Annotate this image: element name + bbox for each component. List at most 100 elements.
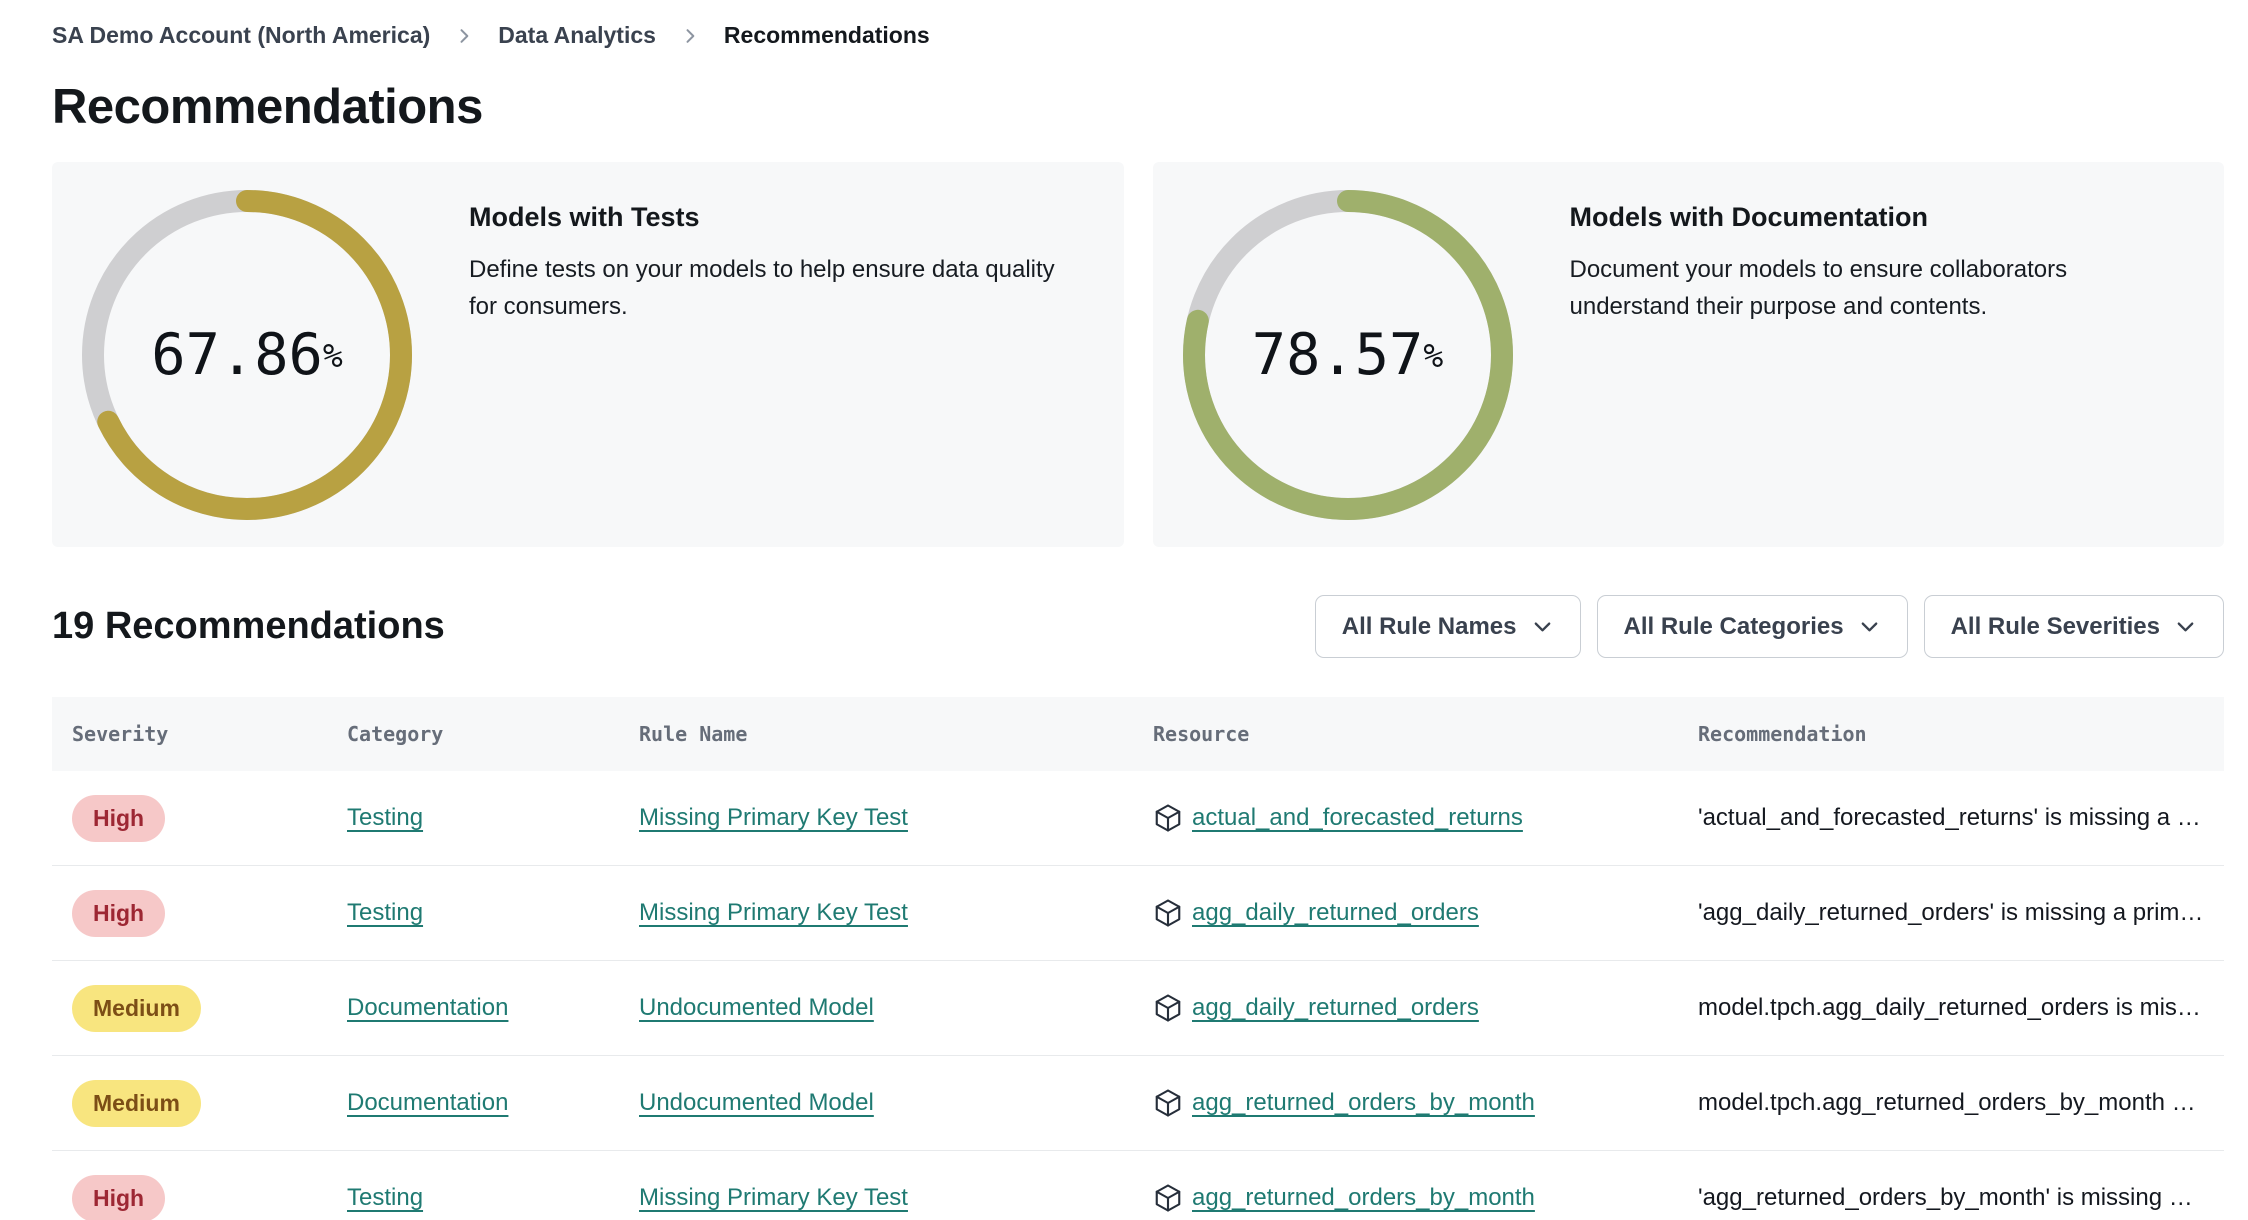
column-header-recommendation: Recommendation xyxy=(1698,722,1867,746)
model-cube-icon xyxy=(1153,898,1183,928)
column-header-resource: Resource xyxy=(1153,722,1250,746)
filter-label: All Rule Names xyxy=(1341,612,1517,640)
chevron-down-icon xyxy=(1858,615,1881,638)
resource-link[interactable]: agg_daily_returned_orders xyxy=(1192,899,1479,926)
resource-link[interactable]: agg_daily_returned_orders xyxy=(1192,994,1479,1021)
recommendations-count-title: 19 Recommendations xyxy=(52,605,445,647)
documentation-donut-chart: 78.57% xyxy=(1182,190,1513,520)
category-link[interactable]: Testing xyxy=(347,804,424,831)
table-body: High Testing Missing Primary Key Test ac… xyxy=(52,771,2224,1220)
models-with-tests-card: 67.86% Models with Tests Define tests on… xyxy=(52,162,1124,547)
severity-badge: High xyxy=(72,794,166,842)
recommendations-table: Severity Category Rule Name Resource Rec… xyxy=(52,697,2224,1220)
rule-name-cell: Missing Primary Key Test xyxy=(619,804,1133,832)
severity-cell: High xyxy=(52,1174,327,1220)
breadcrumb-current: Recommendations xyxy=(723,22,930,48)
column-header-category: Category xyxy=(347,722,444,746)
recommendation-cell: 'agg_returned_orders_by_month' is missin… xyxy=(1678,1184,2224,1212)
models-with-documentation-card: 78.57% Models with Documentation Documen… xyxy=(1152,162,2224,547)
rule-name-cell: Undocumented Model xyxy=(619,994,1133,1022)
rule-name-cell: Missing Primary Key Test xyxy=(619,1184,1133,1212)
rule-categories-filter-dropdown[interactable]: All Rule Categories xyxy=(1596,595,1908,658)
severity-badge: High xyxy=(72,1174,166,1220)
table-row: High Testing Missing Primary Key Test ac… xyxy=(52,771,2224,866)
percent-sign: % xyxy=(1423,335,1444,375)
card-title: Models with Tests xyxy=(469,202,700,232)
breadcrumb: SA Demo Account (North America) Data Ana… xyxy=(52,0,2224,49)
recommendation-text: 'agg_daily_returned_orders' is missing a… xyxy=(1698,899,2204,926)
category-cell: Testing xyxy=(327,899,619,927)
rule-name-cell: Undocumented Model xyxy=(619,1089,1133,1117)
rule-name-cell: Missing Primary Key Test xyxy=(619,899,1133,927)
table-row: Medium Documentation Undocumented Model … xyxy=(52,961,2224,1056)
column-header-severity: Severity xyxy=(72,722,169,746)
chevron-right-icon xyxy=(680,26,700,46)
recommendation-text: model.tpch.agg_daily_returned_orders is … xyxy=(1698,994,2201,1021)
percent-sign: % xyxy=(322,335,343,375)
breadcrumb-project[interactable]: Data Analytics xyxy=(498,22,656,48)
percent-value: 67.86 xyxy=(151,322,323,388)
rule-name-link[interactable]: Undocumented Model xyxy=(639,1089,874,1116)
severity-badge: High xyxy=(72,889,166,937)
tests-donut-chart: 67.86% xyxy=(82,190,412,520)
rule-name-link[interactable]: Missing Primary Key Test xyxy=(639,804,908,831)
recommendation-cell: 'agg_daily_returned_orders' is missing a… xyxy=(1678,899,2224,927)
filter-label: All Rule Categories xyxy=(1623,612,1844,640)
recommendation-cell: model.tpch.agg_returned_orders_by_month … xyxy=(1678,1089,2224,1117)
model-cube-icon xyxy=(1153,1183,1183,1213)
resource-cell: agg_daily_returned_orders xyxy=(1133,898,1678,928)
donut-arc xyxy=(82,190,412,520)
rule-names-filter-dropdown[interactable]: All Rule Names xyxy=(1314,595,1581,658)
resource-cell: agg_daily_returned_orders xyxy=(1133,993,1678,1023)
table-row: High Testing Missing Primary Key Test ag… xyxy=(52,1151,2224,1220)
rule-name-link[interactable]: Missing Primary Key Test xyxy=(639,1184,908,1211)
metric-cards: 67.86% Models with Tests Define tests on… xyxy=(52,162,2224,547)
model-cube-icon xyxy=(1153,803,1183,833)
category-link[interactable]: Testing xyxy=(347,1184,424,1211)
recommendation-cell: model.tpch.agg_daily_returned_orders is … xyxy=(1678,994,2224,1022)
card-description: Document your models to ensure collabora… xyxy=(1569,256,2068,320)
rule-name-link[interactable]: Missing Primary Key Test xyxy=(639,899,908,926)
category-cell: Documentation xyxy=(327,1089,619,1117)
recommendation-text: model.tpch.agg_returned_orders_by_month … xyxy=(1698,1089,2196,1116)
table-row: Medium Documentation Undocumented Model … xyxy=(52,1056,2224,1151)
resource-cell: actual_and_forecasted_returns xyxy=(1133,803,1678,833)
resource-link[interactable]: agg_returned_orders_by_month xyxy=(1192,1184,1535,1211)
table-header-row: Severity Category Rule Name Resource Rec… xyxy=(52,697,2224,771)
resource-link[interactable]: agg_returned_orders_by_month xyxy=(1192,1089,1535,1116)
category-link[interactable]: Testing xyxy=(347,899,424,926)
severity-cell: Medium xyxy=(52,1079,327,1127)
model-cube-icon xyxy=(1153,1088,1183,1118)
category-link[interactable]: Documentation xyxy=(347,994,509,1021)
card-title: Models with Documentation xyxy=(1569,202,1929,232)
rule-severities-filter-dropdown[interactable]: All Rule Severities xyxy=(1923,595,2224,658)
page-title: Recommendations xyxy=(52,80,483,134)
chevron-right-icon xyxy=(454,26,474,46)
model-cube-icon xyxy=(1153,993,1183,1023)
column-header-rule-name: Rule Name xyxy=(639,722,748,746)
recommendation-text: 'actual_and_forecasted_returns' is missi… xyxy=(1698,804,2201,831)
recommendation-cell: 'actual_and_forecasted_returns' is missi… xyxy=(1678,804,2224,832)
filter-label: All Rule Severities xyxy=(1950,612,2160,640)
category-cell: Testing xyxy=(327,804,619,832)
documentation-percent-label: 78.57% xyxy=(1183,190,1513,520)
card-description: Define tests on your models to help ensu… xyxy=(469,256,1055,320)
category-link[interactable]: Documentation xyxy=(347,1089,509,1116)
rule-name-link[interactable]: Undocumented Model xyxy=(639,994,874,1021)
tests-percent-label: 67.86% xyxy=(82,190,412,520)
breadcrumb-account[interactable]: SA Demo Account (North America) xyxy=(52,22,431,48)
recommendation-text: 'agg_returned_orders_by_month' is missin… xyxy=(1698,1184,2193,1211)
chevron-down-icon xyxy=(2174,615,2197,638)
severity-cell: Medium xyxy=(52,984,327,1032)
resource-link[interactable]: actual_and_forecasted_returns xyxy=(1192,804,1523,831)
category-cell: Testing xyxy=(327,1184,619,1212)
list-header-bar: 19 Recommendations All Rule Names All Ru… xyxy=(52,595,2224,658)
donut-arc xyxy=(1182,190,1513,520)
resource-cell: agg_returned_orders_by_month xyxy=(1133,1088,1678,1118)
severity-cell: High xyxy=(52,794,327,842)
percent-value: 78.57 xyxy=(1251,322,1424,388)
table-row: High Testing Missing Primary Key Test ag… xyxy=(52,866,2224,961)
resource-cell: agg_returned_orders_by_month xyxy=(1133,1183,1678,1213)
filter-bar: All Rule Names All Rule Categories All R… xyxy=(1314,595,2224,658)
